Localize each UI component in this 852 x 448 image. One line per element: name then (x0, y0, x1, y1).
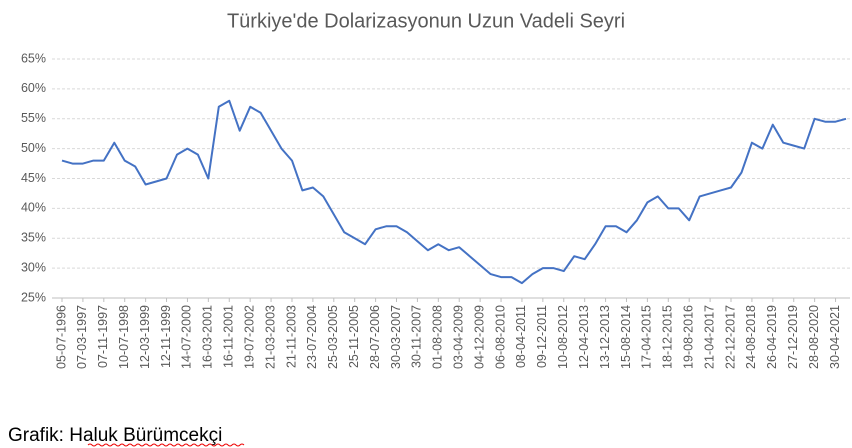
x-tick-label: 07-03-1997 (75, 305, 89, 369)
data-line (61, 99, 847, 285)
x-tick-label: 14-07-2000 (180, 305, 194, 369)
y-tick-label: 55% (21, 111, 46, 125)
x-tick-label: 21-03-2003 (263, 305, 277, 369)
x-tick-label: 23-07-2004 (305, 305, 319, 369)
x-tick-label: 12-03-1999 (138, 305, 152, 369)
x-tick-label: 19-08-2016 (681, 305, 695, 369)
x-tick-label: 08-04-2011 (514, 305, 528, 368)
y-tick-label: 50% (21, 141, 46, 155)
x-tick-label: 25-03-2005 (326, 305, 340, 369)
x-tick-label: 21-11-2003 (284, 305, 298, 368)
y-tick-label: 65% (21, 51, 46, 65)
x-tick-label: 16-11-2001 (222, 305, 236, 368)
y-tick-label: 30% (21, 260, 46, 274)
x-tick-label: 24-08-2018 (744, 305, 758, 369)
x-tick-label: 17-04-2015 (640, 305, 654, 369)
x-tick-label: 13-12-2013 (598, 305, 612, 369)
x-tick-label: 27-12-2019 (786, 305, 800, 369)
x-tick-label: 15-08-2014 (619, 305, 633, 369)
x-tick-label: 01-08-2008 (431, 305, 445, 369)
x-tick-label: 09-12-2011 (535, 305, 549, 368)
x-tick-label: 04-12-2009 (472, 305, 486, 369)
y-tick-label: 60% (21, 81, 46, 95)
x-tick-label: 16-03-2001 (201, 305, 215, 369)
x-tick-label: 25-11-2005 (347, 305, 361, 368)
x-tick-label: 12-04-2013 (577, 305, 591, 369)
x-tick-label: 30-03-2007 (389, 305, 403, 369)
y-tick-label: 35% (21, 231, 46, 245)
y-tick-label: 40% (21, 201, 46, 215)
spell-underline (87, 443, 245, 447)
x-tick-label: 10-07-1998 (117, 305, 131, 369)
x-tick-label: 12-11-1999 (159, 305, 173, 368)
x-tick-label: 06-08-2010 (493, 305, 507, 369)
x-tick-label: 10-08-2012 (556, 305, 570, 369)
x-tick-label: 28-07-2006 (368, 305, 382, 369)
x-tick-label: 21-04-2017 (702, 305, 716, 369)
x-tick-label: 18-12-2015 (661, 305, 675, 369)
y-tick-label: 25% (21, 290, 46, 304)
x-tick-label: 05-07-1996 (54, 305, 68, 369)
source-note: Grafik: Haluk Bürümcekçi (8, 425, 222, 446)
x-tick-label: 28-08-2020 (807, 305, 821, 369)
x-tick-label: 07-11-1997 (96, 305, 110, 368)
x-tick-label: 30-11-2007 (410, 305, 424, 368)
x-tick-label: 30-04-2021 (828, 305, 842, 369)
x-tick-label: 03-04-2009 (452, 305, 466, 369)
x-tick-label: 22-12-2017 (723, 305, 737, 369)
chart-title: Türkiye'de Dolarizasyonun Uzun Vadeli Se… (227, 10, 625, 32)
x-tick-label: 26-04-2019 (765, 305, 779, 369)
y-tick-label: 45% (21, 171, 46, 185)
x-tick-label: 19-07-2002 (242, 305, 256, 369)
